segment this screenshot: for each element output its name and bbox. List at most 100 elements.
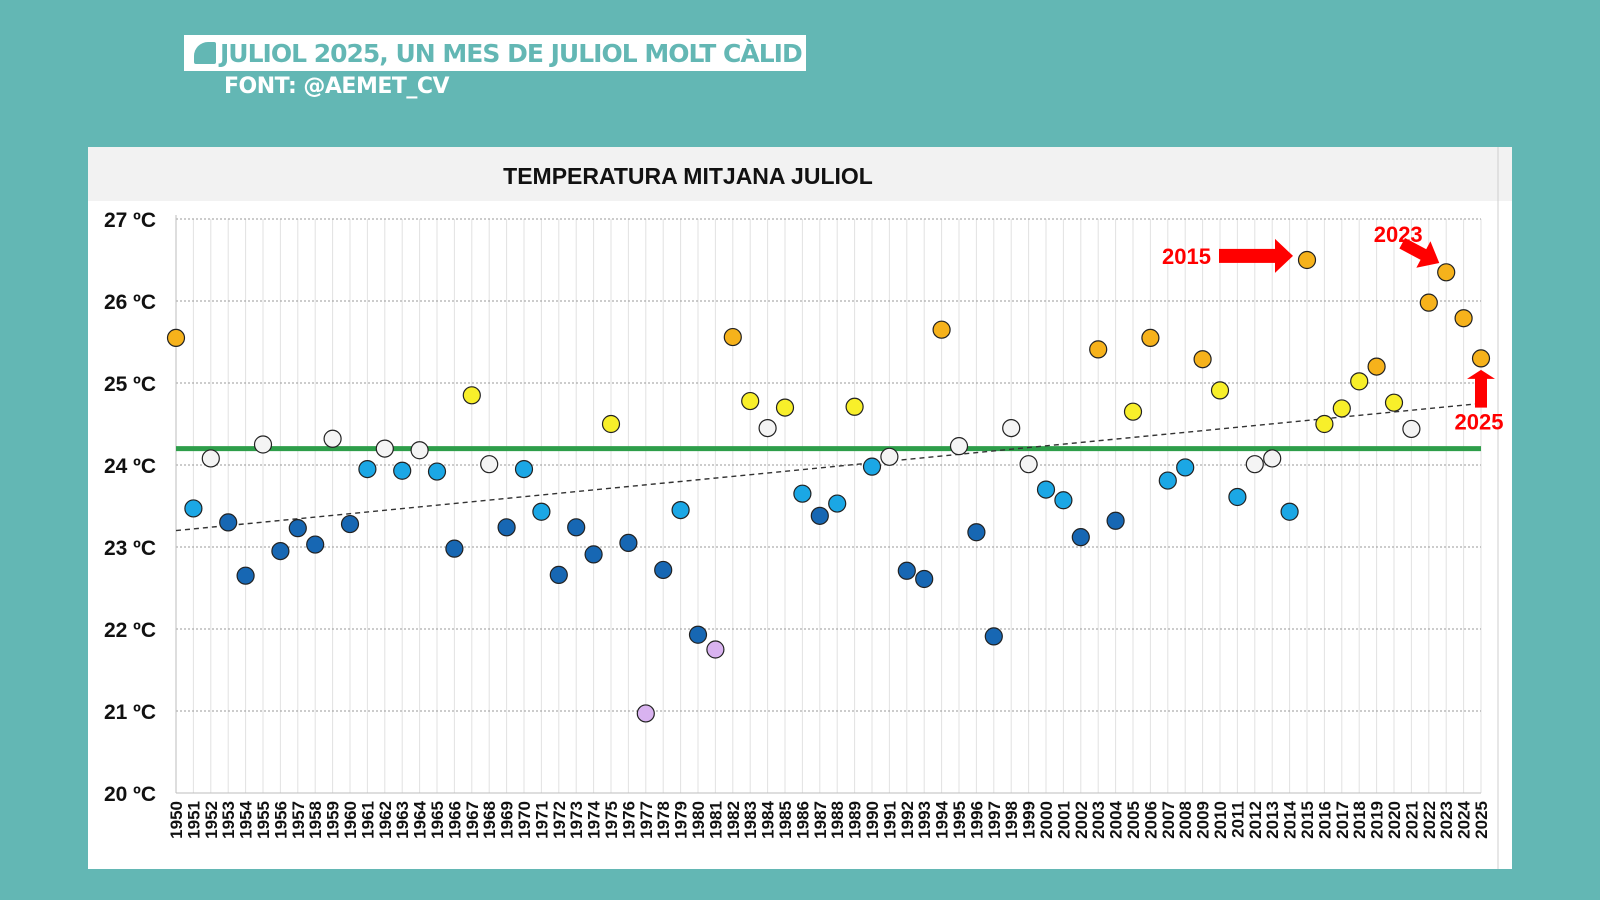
data-point-2005	[1123, 402, 1143, 421]
x-tick-label: 2013	[1263, 801, 1282, 839]
data-point-2010	[1210, 381, 1230, 400]
gridlines	[175, 218, 1482, 794]
data-point-2002	[1071, 528, 1090, 547]
annotation-arrow-2025	[1467, 369, 1495, 408]
data-point-1986	[793, 484, 812, 503]
chart-title: TEMPERATURA MITJANA JULIOL	[503, 163, 873, 189]
data-point-1982	[723, 327, 742, 347]
x-tick-label: 1971	[532, 801, 551, 839]
data-point-2019	[1367, 357, 1386, 376]
x-tick-label: 1960	[341, 801, 360, 839]
x-tick-label: 2006	[1141, 801, 1160, 839]
arrow-head	[1416, 241, 1440, 268]
x-tick-label: 1996	[967, 801, 986, 839]
data-point-1983	[741, 391, 760, 411]
x-tick-label: 1990	[863, 801, 882, 839]
x-tick-label: 1956	[271, 801, 290, 839]
x-tick-label: 1964	[411, 800, 430, 838]
data-point-2015	[1297, 250, 1317, 270]
data-point-1966	[445, 539, 464, 558]
y-tick-label: 21 ºC	[104, 701, 156, 724]
y-tick-label: 26 ºC	[104, 291, 156, 314]
x-tick-label: 1970	[515, 801, 534, 839]
data-point-1987	[810, 506, 829, 525]
x-tick-label: 1986	[793, 801, 812, 839]
x-tick-label: 1963	[393, 801, 412, 839]
data-point-1995	[949, 437, 969, 456]
x-tick-label: 2016	[1315, 801, 1334, 839]
data-point-2003	[1089, 340, 1108, 359]
annotation-arrow-2015	[1219, 238, 1293, 273]
x-tick-label: 1961	[358, 801, 377, 839]
x-tick-label: 2004	[1107, 800, 1126, 838]
x-tick-label: 1983	[741, 801, 760, 839]
arrow-shaft	[1399, 237, 1428, 261]
data-point-2016	[1315, 414, 1334, 434]
x-tick-label: 1991	[880, 801, 899, 839]
x-tick-label: 1950	[167, 801, 186, 839]
y-tick-label: 27 ºC	[104, 209, 156, 232]
x-tick-label: 1982	[724, 801, 743, 839]
arrow-head	[1467, 369, 1495, 379]
y-tick-label: 23 ºC	[104, 537, 156, 560]
x-tick-label: 2018	[1350, 801, 1369, 839]
x-tick-label: 1980	[689, 801, 708, 839]
y-tick-label: 22 ºC	[104, 619, 156, 642]
x-tick-label: 1958	[306, 801, 325, 839]
x-tick-label: 2005	[1124, 801, 1143, 839]
x-tick-label: 1974	[585, 800, 604, 838]
x-tick-label: 2015	[1298, 801, 1317, 839]
x-tick-label: 1959	[324, 801, 343, 839]
x-tick-label: 1999	[1020, 801, 1039, 839]
x-tick-label: 2017	[1333, 801, 1352, 839]
data-point-1955	[253, 435, 273, 454]
x-tick-label: 1973	[567, 801, 586, 839]
data-point-1962	[375, 439, 394, 458]
x-tick-label: 1994	[933, 800, 952, 838]
arrow-head	[1275, 238, 1293, 273]
data-point-1969	[497, 518, 516, 537]
data-point-1976	[619, 533, 638, 552]
data-point-2017	[1332, 399, 1351, 418]
x-tick-label: 1995	[950, 801, 969, 839]
data-point-1998	[1002, 419, 1021, 438]
x-tick-label: 2010	[1211, 801, 1230, 839]
data-point-1975	[601, 414, 621, 434]
data-point-1981	[706, 640, 725, 659]
x-tick-label: 1989	[846, 801, 865, 839]
data-point-1993	[915, 569, 934, 589]
headline-banner: JULIOL 2025, UN MES DE JULIOL MOLT CÀLID	[184, 35, 806, 71]
data-point-1960	[340, 514, 360, 534]
x-tick-label: 2001	[1054, 801, 1073, 839]
data-point-1977	[636, 704, 655, 723]
data-point-1978	[654, 560, 673, 580]
data-point-1999	[1019, 455, 1038, 474]
x-tick-label: 1972	[550, 801, 569, 839]
data-point-2022	[1419, 293, 1438, 312]
x-tick-label: 1965	[428, 801, 447, 839]
x-tick-label: 1954	[237, 800, 256, 838]
chart-panel: TEMPERATURA MITJANA JULIOL 20 ºC 21 ºC 22 º…	[88, 147, 1512, 869]
x-tick-label: 2023	[1437, 801, 1456, 839]
data-point-1951	[184, 499, 203, 518]
x-tick-label: 1966	[445, 801, 464, 839]
data-point-1971	[532, 502, 551, 521]
data-point-2006	[1141, 328, 1160, 347]
trend-line	[175, 402, 1482, 532]
data-point-2004	[1106, 511, 1125, 530]
data-point-1980	[688, 625, 708, 644]
annotation-label-2023: 2023	[1374, 222, 1423, 247]
x-tick-label: 1997	[985, 801, 1004, 839]
x-tick-label: 2011	[1228, 801, 1247, 838]
x-tick-label: 2009	[1194, 801, 1213, 839]
x-tick-label: 1952	[202, 801, 221, 839]
data-point-2011	[1228, 487, 1247, 507]
annotation-arrow-2023	[1399, 237, 1440, 268]
x-tick-label: 1975	[602, 801, 621, 839]
data-point-1968	[480, 455, 499, 474]
data-point-1965	[427, 462, 447, 481]
x-tick-label: 2003	[1089, 801, 1108, 839]
data-point-2009	[1193, 350, 1212, 369]
data-point-1997	[984, 627, 1003, 646]
y-tick-label: 20 ºC	[104, 783, 156, 806]
